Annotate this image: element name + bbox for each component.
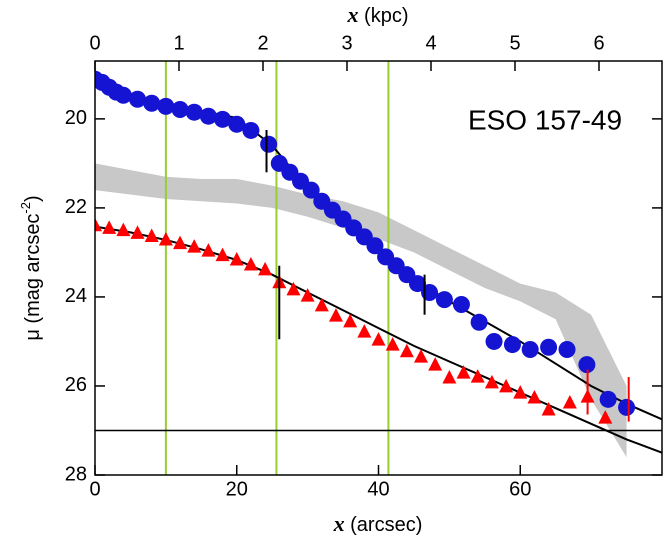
data-point xyxy=(414,349,429,363)
data-point xyxy=(228,115,246,133)
data-point xyxy=(300,288,315,302)
y-axis-label-end: ) xyxy=(22,195,44,202)
x-tick-label: 20 xyxy=(226,478,248,500)
y-tick-label: 20 xyxy=(65,107,87,129)
data-point xyxy=(598,410,613,424)
data-point xyxy=(371,332,386,346)
y-axis-label-sup: -2 xyxy=(18,202,33,214)
data-point xyxy=(214,110,232,128)
y-axis-label-main: μ (mag arcsec xyxy=(22,214,44,341)
data-point xyxy=(157,97,175,115)
y-tick-label: 28 xyxy=(65,463,87,485)
data-point xyxy=(130,225,145,239)
data-point xyxy=(385,337,400,351)
y-tick-label: 22 xyxy=(65,196,87,218)
x2-axis-label-unit: (kpc) xyxy=(359,5,409,27)
data-point xyxy=(578,356,596,374)
data-point xyxy=(540,338,558,356)
data-point xyxy=(541,402,556,416)
y-axis-label: μ (mag arcsec-2) xyxy=(18,195,44,340)
data-point xyxy=(114,86,132,104)
data-point xyxy=(215,247,230,262)
data-point xyxy=(599,390,617,408)
data-point xyxy=(470,369,485,383)
range-band xyxy=(95,163,627,458)
data-point xyxy=(229,252,244,266)
data-point xyxy=(485,332,503,350)
data-point xyxy=(286,281,301,296)
y-tick-label: 26 xyxy=(65,374,87,396)
x-tick-label: 40 xyxy=(367,478,389,500)
data-point xyxy=(499,378,514,393)
data-point xyxy=(185,103,203,121)
data-point xyxy=(95,217,102,232)
data-point xyxy=(171,101,189,119)
data-point xyxy=(435,291,453,309)
x2-tick-label: 4 xyxy=(425,32,436,54)
x2-tick-label: 3 xyxy=(341,32,352,54)
x2-tick-label: 0 xyxy=(89,32,100,54)
x2-tick-label: 1 xyxy=(173,32,184,54)
plot-area xyxy=(95,61,662,475)
fit-line xyxy=(95,225,662,454)
data-point xyxy=(187,239,202,253)
data-point xyxy=(143,94,161,112)
x2-tick-label: 2 xyxy=(257,32,268,54)
data-point xyxy=(199,107,217,125)
data-point xyxy=(258,261,273,276)
x-tick-label: 60 xyxy=(509,478,531,500)
data-point xyxy=(452,296,470,314)
data-point xyxy=(158,232,173,246)
data-point xyxy=(442,370,457,384)
x2-axis-label-var: x xyxy=(347,2,359,27)
data-point xyxy=(503,336,521,354)
data-point xyxy=(562,394,577,409)
data-point xyxy=(302,181,320,199)
x-axis-label-var: x xyxy=(333,511,345,536)
data-point xyxy=(129,90,147,108)
data-point xyxy=(116,222,131,237)
data-point xyxy=(399,343,414,358)
data-point xyxy=(357,324,372,338)
data-point xyxy=(618,398,636,416)
data-point xyxy=(527,390,542,404)
data-point xyxy=(260,135,278,153)
data-point xyxy=(366,237,384,255)
annotation: ESO 157-49 xyxy=(468,104,622,135)
data-point xyxy=(456,365,471,379)
data-point xyxy=(328,308,343,322)
x-tick-label: 0 xyxy=(89,478,100,500)
data-point xyxy=(102,220,117,234)
data-point xyxy=(470,313,488,331)
x2-tick-label: 5 xyxy=(509,32,520,54)
data-point xyxy=(343,313,358,328)
x2-tick-label: 6 xyxy=(593,32,604,54)
data-point xyxy=(408,275,426,293)
y-tick-label: 24 xyxy=(65,285,87,307)
data-point xyxy=(201,243,216,257)
data-point xyxy=(484,374,499,389)
data-point xyxy=(521,340,539,358)
data-point xyxy=(242,121,260,139)
data-point xyxy=(428,357,443,371)
data-point xyxy=(144,228,159,242)
data-point xyxy=(513,385,528,399)
data-point xyxy=(243,256,258,271)
data-point xyxy=(314,297,329,312)
data-point xyxy=(558,340,576,358)
data-point xyxy=(173,235,188,250)
x-axis-label: x (arcsec) xyxy=(333,511,423,536)
x-axis-label-unit: (arcsec) xyxy=(345,514,423,536)
x2-axis-label: x (kpc) xyxy=(347,2,409,27)
